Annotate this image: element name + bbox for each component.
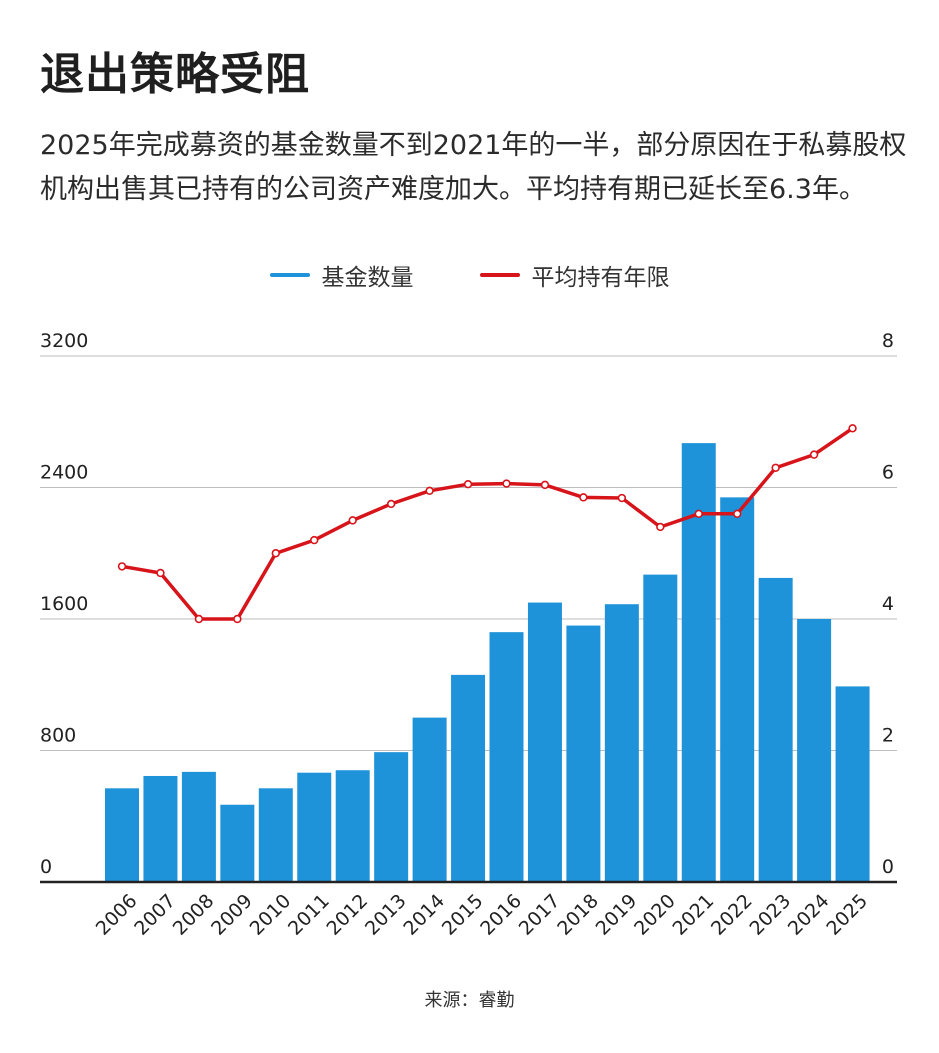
x-tick-label: 2014 xyxy=(399,890,449,940)
line-point-2025 xyxy=(848,424,857,433)
bar-2007 xyxy=(143,775,178,882)
x-tick-label: 2023 xyxy=(745,890,795,940)
line-point-2023 xyxy=(771,463,780,472)
legend-swatch-line xyxy=(479,273,520,277)
source-note: 来源：睿勤 xyxy=(424,990,515,1011)
x-tick-label: 2015 xyxy=(438,890,488,940)
bar-2011 xyxy=(297,772,332,882)
chart-subtitle: 2025年完成募资的基金数量不到2021年的一半，部分原因在于私募股权机构出售其… xyxy=(40,130,907,205)
line-point-2013 xyxy=(386,499,396,509)
y-left-tick-label: 0 xyxy=(40,856,52,878)
x-tick-label: 2009 xyxy=(207,890,257,940)
y-right-tick-label: 0 xyxy=(882,856,894,878)
x-tick-label: 2016 xyxy=(476,890,526,940)
line-point-2021 xyxy=(694,509,703,518)
line-point-2024 xyxy=(809,450,819,459)
x-tick-label: 2020 xyxy=(630,890,680,940)
x-tick-label: 2011 xyxy=(284,890,334,940)
y-right-tick-label: 6 xyxy=(882,462,894,484)
bar-2021 xyxy=(681,443,716,882)
line-point-2012 xyxy=(348,516,357,525)
x-tick-label: 2010 xyxy=(246,890,296,940)
y-right-tick-label: 4 xyxy=(882,593,894,615)
bar-2015 xyxy=(451,674,486,882)
bar-2024 xyxy=(797,619,832,882)
x-tick-label: 2024 xyxy=(784,890,834,940)
line-point-2020 xyxy=(656,522,665,532)
bar-2012 xyxy=(335,770,370,882)
y-left-tick-label: 3200 xyxy=(40,330,88,352)
line-point-2019 xyxy=(617,493,627,503)
y-left-tick-label: 1600 xyxy=(40,593,88,615)
x-tick-label: 2007 xyxy=(130,890,180,940)
y-right-tick-label: 2 xyxy=(882,725,894,747)
bar-2006 xyxy=(105,788,139,882)
line-point-2016 xyxy=(502,479,511,488)
chart-legend: 基金数量 平均持有年限 xyxy=(0,258,939,292)
bar-2013 xyxy=(374,752,409,882)
x-tick-label: 2017 xyxy=(515,890,565,940)
x-tick-label: 2018 xyxy=(553,890,603,940)
legend-label-fund-count: 基金数量 xyxy=(321,265,414,291)
line-point-2018 xyxy=(579,493,588,502)
line-point-2014 xyxy=(425,486,434,495)
x-tick-label: 2008 xyxy=(169,890,219,940)
bar-2016 xyxy=(489,632,524,882)
line-point-2015 xyxy=(463,480,473,489)
bar-2025 xyxy=(835,686,870,882)
bar-2022 xyxy=(720,497,755,882)
line-point-2008 xyxy=(194,614,204,624)
x-tick-label: 2012 xyxy=(322,890,372,940)
bar-2008 xyxy=(181,771,216,882)
bar-2009 xyxy=(220,804,255,882)
line-point-2010 xyxy=(271,549,280,558)
chart-title: 退出策略受阻 xyxy=(40,49,310,100)
bar-2017 xyxy=(527,602,562,882)
x-tick-label: 2006 xyxy=(92,890,142,940)
bar-2010 xyxy=(258,788,293,882)
line-point-2011 xyxy=(310,535,319,545)
bar-2020 xyxy=(643,574,678,882)
x-tick-label: 2025 xyxy=(822,890,872,940)
legend-label-holding-period: 平均持有年限 xyxy=(531,265,670,291)
bar-2014 xyxy=(412,717,447,882)
bar-2019 xyxy=(604,604,639,882)
line-point-2007 xyxy=(156,568,165,578)
x-tick-label: 2019 xyxy=(592,890,642,940)
y-right-tick-label: 8 xyxy=(882,330,894,352)
line-point-2022 xyxy=(732,509,742,518)
bar-2023 xyxy=(758,577,793,882)
line-point-2006 xyxy=(117,562,127,571)
legend-swatch-bar xyxy=(269,273,310,277)
holding-period-line xyxy=(120,426,855,621)
y-left-tick-label: 800 xyxy=(40,725,76,747)
legend-item-holding-period: 平均持有年限 xyxy=(479,258,670,292)
legend-item-fund-count: 基金数量 xyxy=(269,258,414,292)
y-left-tick-label: 2400 xyxy=(40,462,88,484)
x-tick-label: 2013 xyxy=(361,890,411,940)
line-point-2009 xyxy=(233,614,242,624)
line-point-2017 xyxy=(540,480,550,490)
bar-2018 xyxy=(566,625,601,882)
x-tick-label: 2022 xyxy=(707,890,757,940)
x-tick-label: 2021 xyxy=(669,890,719,940)
